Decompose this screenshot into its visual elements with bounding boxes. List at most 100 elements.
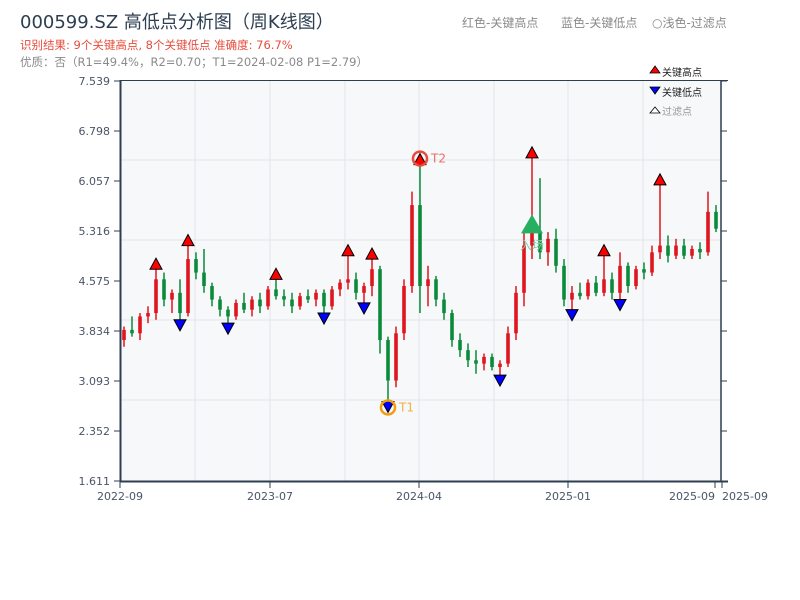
candle-body (314, 292, 318, 300)
candle-body (130, 329, 134, 334)
y-tick-label: 5.316 (79, 225, 111, 238)
candle-body (594, 282, 598, 293)
candle-body (354, 279, 358, 293)
x-tick-label: 2024-04 (396, 490, 442, 503)
entry-label: 入场 (520, 238, 544, 252)
candle-body (362, 286, 366, 293)
y-tick-label: 7.539 (79, 75, 111, 88)
candle-body (418, 205, 422, 287)
candle-body (202, 272, 206, 287)
candle-body (706, 211, 710, 253)
candle-body (330, 289, 334, 307)
candle-body (394, 333, 398, 381)
candle-body (578, 292, 582, 297)
candle-body (610, 279, 614, 293)
candle-body (402, 286, 406, 334)
candle-body (154, 279, 158, 314)
candle-body (170, 292, 174, 300)
legend-high-icon (649, 65, 661, 74)
candle-body (522, 245, 526, 293)
candle-body (514, 292, 518, 334)
candle-body (194, 259, 198, 273)
candle-body (458, 340, 462, 351)
candle-body (346, 279, 350, 283)
candle-body (506, 333, 510, 364)
candle-body (530, 232, 534, 246)
x-tick-label: 2025-09 (722, 490, 768, 503)
key-low-marker (221, 322, 235, 336)
quality-summary: 优质：否（R1=49.4%，R2=0.70；T1=2024-02-08 P1=2… (20, 55, 368, 69)
candle-body (450, 313, 454, 341)
key-high-marker (269, 267, 283, 280)
legend-filtered: ○浅色-过滤点 (652, 16, 727, 30)
candle-body (370, 269, 374, 287)
candle-body (386, 340, 390, 381)
candle-body (490, 356, 494, 368)
candle-body (306, 296, 310, 300)
candle-body (186, 259, 190, 314)
candle-body (474, 360, 478, 364)
legend-low-icon (649, 86, 661, 95)
legend-filtered-icon (649, 106, 661, 114)
candle-body (178, 292, 182, 314)
candle-body (546, 238, 550, 253)
candle-body (434, 279, 438, 300)
candle-body (298, 296, 302, 307)
key-low-marker (357, 302, 371, 315)
candle-body (146, 313, 150, 317)
candle-body (538, 232, 542, 253)
candle-body (210, 286, 214, 300)
t1-circle (379, 399, 397, 416)
t1-label: T1 (398, 400, 414, 414)
candle-body (290, 299, 294, 307)
candle-body (442, 299, 446, 314)
key-high-marker (597, 243, 611, 257)
candle-body (338, 282, 342, 290)
candle-body (666, 245, 670, 256)
candle-body (554, 238, 558, 266)
candle-body (626, 265, 630, 287)
candle-body (378, 269, 382, 341)
key-low-marker (173, 319, 187, 332)
x-tick-label: 2025-09 (669, 490, 715, 503)
candle-body (138, 316, 142, 334)
candle-body (658, 245, 662, 253)
candle-body (466, 350, 470, 361)
candle-body (162, 279, 166, 300)
x-tick-label: 2022-09 (97, 490, 143, 503)
y-tick-label: 3.093 (79, 375, 111, 388)
key-low-marker (317, 312, 331, 326)
candle-body (562, 265, 566, 300)
candle-body (698, 248, 702, 253)
y-tick-label: 6.798 (79, 125, 111, 138)
x-tick-label: 2025-01 (545, 490, 591, 503)
y-tick-label: 4.575 (79, 275, 111, 288)
candle-body (258, 299, 262, 307)
candle-body (426, 279, 430, 287)
key-low-marker (613, 299, 627, 312)
chart-title: 000599.SZ 高低点分析图（周K线图） (20, 12, 334, 33)
candle-body (570, 292, 574, 300)
key-high-marker (181, 233, 195, 247)
candle-body (266, 289, 270, 307)
legend-red-high: 红色-关键高点 (462, 16, 539, 30)
y-tick-label: 6.057 (79, 175, 111, 188)
key-high-marker (149, 257, 163, 270)
y-tick-label: 2.352 (79, 425, 111, 438)
chart-legend: 关键高点 关键低点 过滤点 (649, 65, 702, 118)
t2-label: T2 (430, 152, 446, 166)
candle-body (226, 309, 230, 317)
candle-body (674, 245, 678, 256)
candle-body (410, 205, 414, 287)
candle-body (242, 302, 246, 310)
candle-body (482, 356, 486, 364)
candle-body (322, 292, 326, 307)
candle-body (714, 211, 718, 229)
candle-body (282, 296, 286, 300)
candle-body (634, 269, 638, 287)
result-summary: 识别结果: 9个关键高点, 8个关键低点 准确度: 76.7% (20, 38, 293, 52)
candle-body (650, 252, 654, 273)
candle-body (642, 269, 646, 273)
y-tick-label: 1.611 (79, 475, 111, 488)
